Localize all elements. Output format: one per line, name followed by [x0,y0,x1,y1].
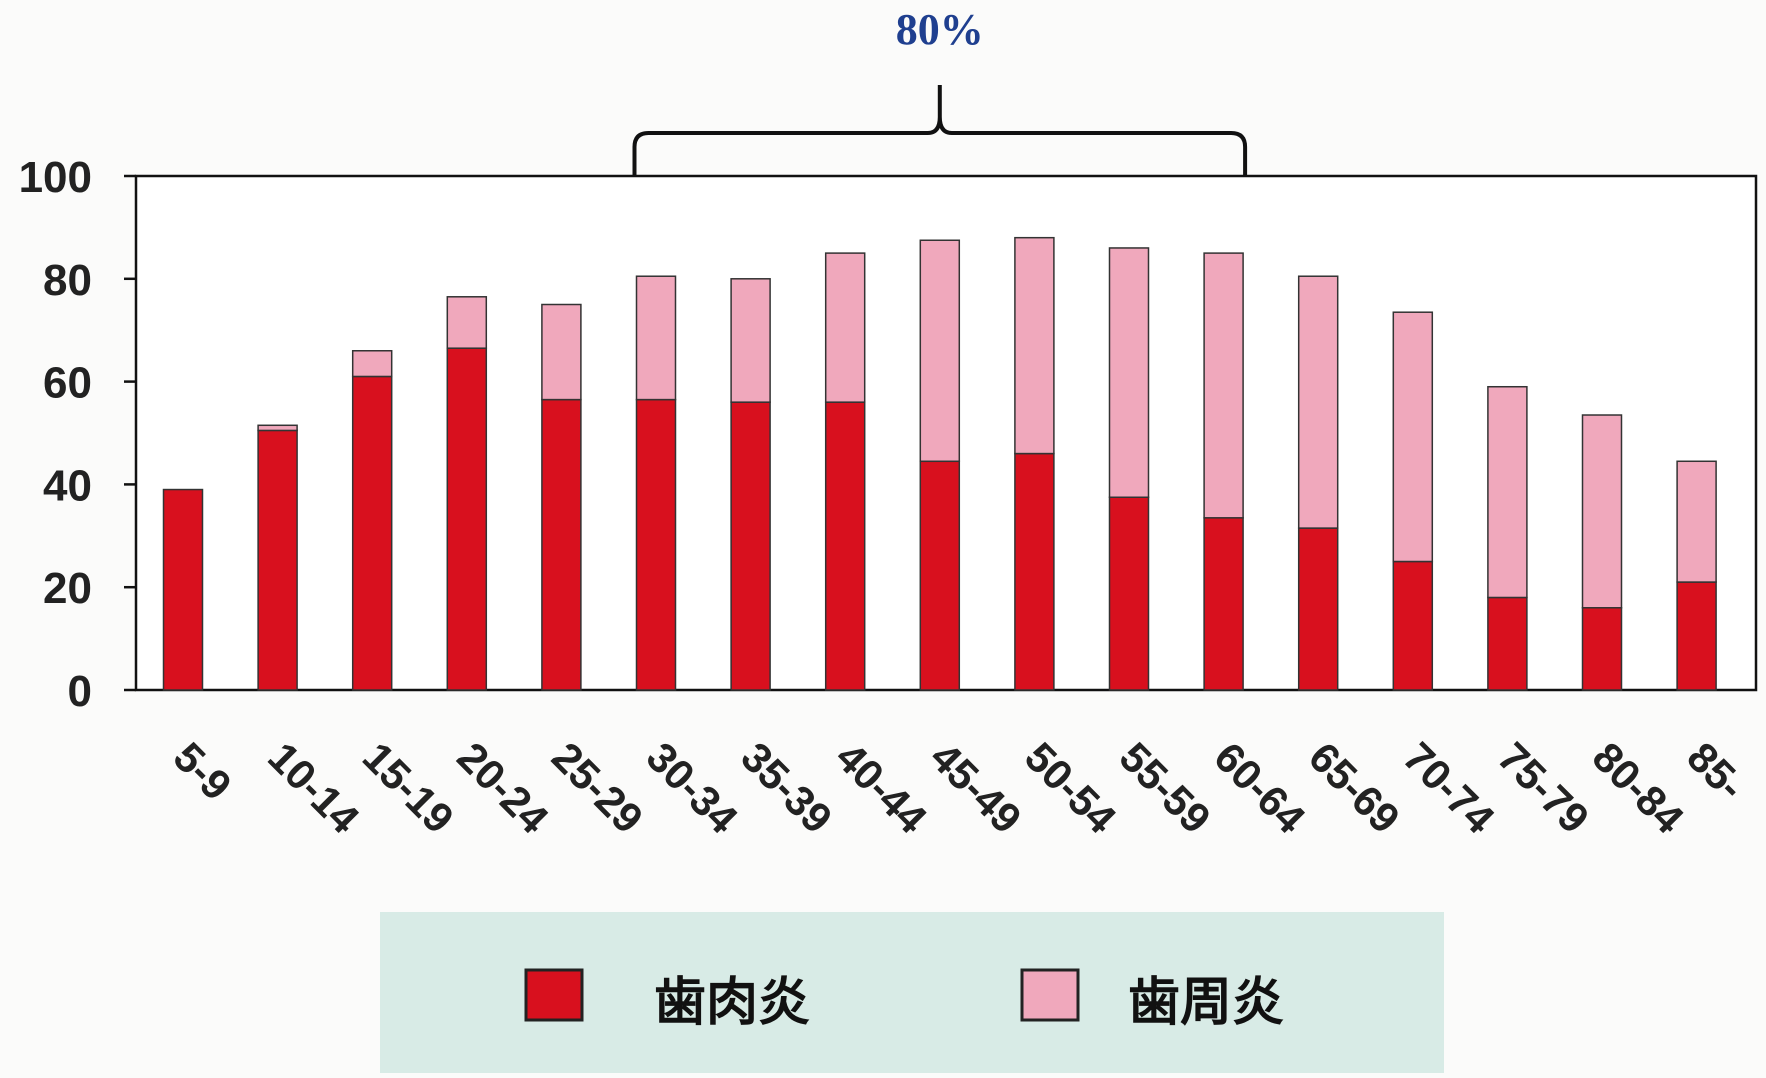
bar-gingivitis-35-39 [730,401,771,691]
bar-gingivitis-50-54 [1014,452,1055,691]
x-tick-label: 30-34 [638,733,748,843]
bar-gingivitis-75-79 [1487,596,1528,691]
x-tick-label: 55-59 [1111,733,1220,842]
bar-gingivitis-40-44 [824,401,866,691]
y-tick-label: 20 [43,564,92,613]
bracket-annotation: 80% [632,5,1248,176]
y-tick-label: 0 [68,667,92,716]
x-tick-label: 70-74 [1394,733,1504,843]
bar-periodontitis-50-54 [1014,236,1055,455]
bar-periodontitis-30-34 [635,275,677,401]
bar-gingivitis-45-49 [919,460,961,691]
x-tick-label: 45-49 [921,733,1030,842]
legend: 歯肉炎 歯周炎 [380,912,1444,1073]
x-tick-label: 85- [1678,733,1754,809]
x-tick-label: 80-84 [1584,733,1694,843]
y-tick-label: 40 [43,461,92,510]
bar-gingivitis-80-84 [1581,607,1623,691]
bar-periodontitis-80-84 [1581,414,1623,609]
legend-swatch-periodontitis [1020,968,1080,1022]
x-tick-label: 50-54 [1016,733,1126,843]
bar-gingivitis-25-29 [541,398,582,691]
x-axis-ticks: 5-9 10-1415-1920-2425-2930-3435-3940-4445… [165,733,1755,843]
bar-gingivitis-85- [1676,581,1717,691]
bar-gingivitis-15-19 [351,375,393,691]
bar-periodontitis-60-64 [1203,252,1244,519]
y-tick-label: 80 [43,256,92,305]
bar-periodontitis-10-14 [257,424,298,432]
bar-periodontitis-75-79 [1487,385,1528,599]
bar-periodontitis-15-19 [351,350,393,378]
x-tick-label: 5-9 [165,733,241,809]
bar-periodontitis-70-74 [1392,311,1434,563]
bracket-shape [632,85,1248,176]
x-tick-label: 65-69 [1300,733,1409,842]
x-tick-label: 75-79 [1489,733,1598,842]
bar-periodontitis-65-69 [1297,275,1339,529]
bar-periodontitis-55-59 [1108,247,1150,498]
bracket-label: 80% [896,5,984,54]
legend-label-gingivitis: 歯肉炎 [654,974,810,1032]
bars [162,236,1717,691]
bar-periodontitis-35-39 [730,278,771,403]
bar-periodontitis-40-44 [824,252,866,403]
bar-gingivitis-55-59 [1108,496,1150,691]
y-tick-label: 60 [43,359,92,408]
x-tick-label: 35-39 [732,733,841,842]
bar-gingivitis-60-64 [1203,517,1244,691]
legend-swatch-gingivitis [524,968,584,1022]
bar-gingivitis-65-69 [1297,527,1339,691]
bar-gingivitis-70-74 [1392,560,1434,691]
bar-periodontitis-25-29 [541,303,582,401]
bar-gingivitis-30-34 [635,398,677,691]
y-axis-ticks: 0 20 40 60 80 100 [19,153,136,716]
bar-periodontitis-85- [1676,460,1717,583]
x-tick-label: 20-24 [448,733,558,843]
x-tick-label: 15-19 [354,733,463,842]
bar-gingivitis-20-24 [446,347,488,691]
bar-periodontitis-45-49 [919,239,961,463]
x-tick-label: 25-29 [543,733,652,842]
bar-gingivitis-10-14 [257,429,298,691]
x-tick-label: 60-64 [1205,733,1315,843]
bar-periodontitis-20-24 [446,296,488,349]
x-tick-label: 10-14 [259,733,369,843]
y-tick-label: 100 [19,153,92,202]
x-tick-label: 40-44 [827,733,937,843]
bar-gingivitis-5-9 [162,488,204,691]
legend-label-periodontitis: 歯周炎 [1128,974,1284,1032]
